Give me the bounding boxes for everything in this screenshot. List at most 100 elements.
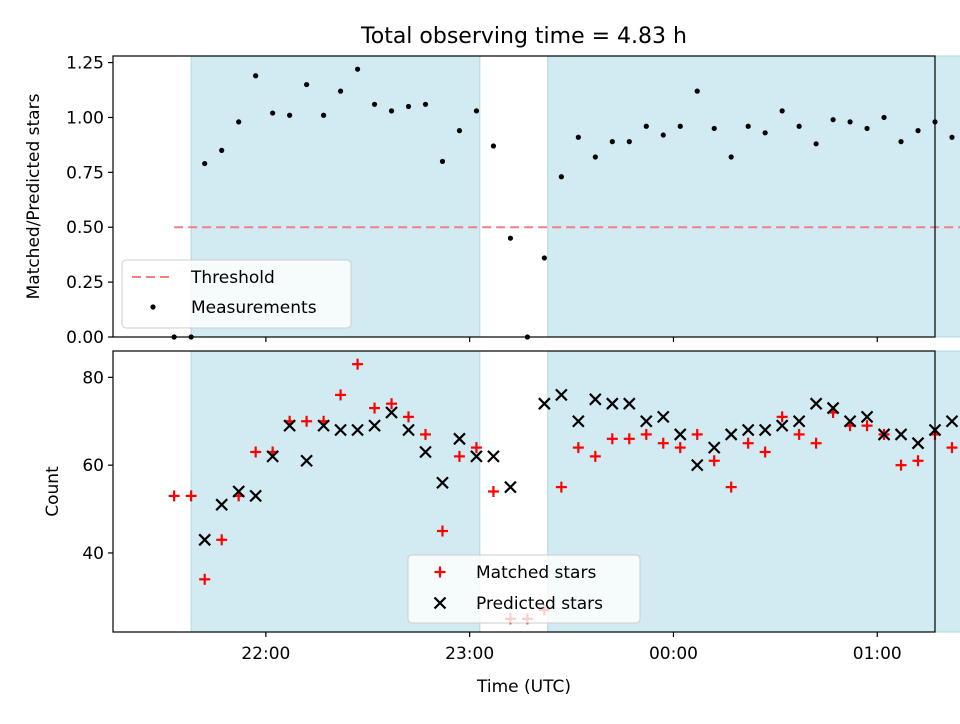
predicted-star-marker (690, 458, 704, 472)
matched-star-marker (793, 428, 805, 440)
y-tick-label: 0.00 (66, 328, 104, 348)
y-tick-label: 60 (82, 456, 104, 476)
matched-star-marker (742, 437, 754, 449)
predicted-star-marker (860, 410, 874, 424)
x-tick-label: 22:00 (241, 644, 290, 664)
measurement-point (813, 141, 819, 147)
x-axis-label: Time (UTC) (476, 677, 571, 697)
matched-star-marker (674, 442, 686, 454)
y-tick-label: 0.75 (66, 163, 104, 183)
measurement-point (711, 125, 717, 132)
predicted-star-marker (911, 436, 925, 450)
chart-title: Total observing time = 4.83 h (360, 24, 687, 49)
ratio-legend-box (121, 259, 352, 329)
measurement-point (236, 119, 242, 125)
measurement-point (728, 154, 734, 160)
measurement-point (558, 174, 564, 180)
predicted-star-marker (707, 441, 721, 454)
predicted-star-marker (351, 423, 364, 437)
ratio-legend: Threshold Measurements (121, 259, 352, 329)
matched-star-marker (555, 481, 567, 493)
legend-predicted-label: Predicted stars (476, 594, 603, 614)
matched-star-marker (708, 455, 720, 467)
measurement-point (677, 123, 683, 129)
legend-predicted-marker (433, 596, 447, 610)
predicted-star-marker (368, 419, 381, 432)
y-tick-label: 0.50 (66, 218, 104, 238)
measurement-point (660, 132, 666, 138)
measurement-point (694, 88, 700, 94)
measurement-point (762, 130, 768, 136)
predicted-star-marker (334, 423, 347, 437)
predicted-star-marker (606, 397, 619, 410)
predicted-star-marker (283, 419, 296, 432)
matched-star-marker (453, 450, 465, 462)
predicted-star-marker (385, 406, 398, 419)
matched-star-marker (301, 415, 313, 427)
measurement-point (626, 139, 632, 145)
predicted-star-marker (724, 428, 738, 441)
x-axis-ticks (265, 337, 878, 342)
predicted-star-marker (300, 454, 313, 468)
predicted-star-marker (623, 397, 636, 410)
predicted-star-marker (215, 498, 228, 511)
measurement-point (592, 154, 598, 160)
predicted-star-marker (894, 428, 908, 441)
legend-threshold-label: Threshold (190, 268, 275, 288)
matched-star-marker (436, 525, 448, 537)
measurement-point (779, 108, 785, 114)
predicted-star-marker (453, 432, 466, 446)
measurement-point (304, 81, 310, 88)
predicted-star-marker (402, 423, 415, 437)
matched-star-marker (759, 446, 771, 458)
measurement-point (473, 108, 480, 114)
measurement-point (439, 158, 446, 164)
ratio-panel-frame (112, 55, 936, 338)
measurement-point (881, 114, 887, 121)
matched-star-marker (912, 455, 924, 467)
measurement-point (219, 147, 225, 153)
matched-star-marker (470, 442, 482, 454)
predicted-star-marker (945, 414, 959, 428)
predicted-star-marker (436, 476, 449, 489)
predicted-star-marker (758, 423, 772, 437)
predicted-star-marker (555, 388, 568, 402)
matched-star-marker (487, 486, 499, 497)
measurement-point (371, 101, 378, 107)
measurement-point (898, 139, 904, 145)
matched-star-marker (657, 437, 669, 449)
measurement-point (456, 128, 463, 134)
matched-star-marker (725, 481, 737, 493)
predicted-star-marker (826, 401, 840, 415)
predicted-star-marker (741, 423, 755, 437)
x-tick-label: 01:00 (853, 644, 902, 664)
matched-star-marker (216, 534, 228, 546)
matched-star-marker (403, 411, 415, 423)
matched-star-marker (810, 437, 822, 449)
measurement-point (915, 128, 921, 134)
matched-star-marker (185, 490, 197, 502)
predicted-star-marker (809, 397, 823, 410)
legend-measurements-swatch (150, 304, 156, 310)
measurement-point (796, 123, 802, 129)
measurement-point (847, 119, 853, 125)
matched-star-marker (691, 428, 703, 440)
predicted-star-marker (419, 445, 432, 459)
count-legend-box (407, 554, 641, 624)
predicted-star-marker (673, 428, 687, 441)
measurement-point (320, 112, 327, 118)
y-tick-label: 1.25 (66, 54, 104, 74)
measurement-point (422, 101, 429, 107)
observing-windows (190, 55, 960, 338)
measurement-point (575, 134, 581, 140)
measurement-point (745, 123, 751, 129)
y-tick-label: 1.00 (66, 108, 104, 128)
measurement-point (864, 125, 870, 132)
predicted-star-marker (198, 533, 211, 547)
predicted-star-marker (877, 428, 891, 441)
predicted-star-marker (640, 414, 653, 428)
matched-star-marker (369, 402, 381, 414)
